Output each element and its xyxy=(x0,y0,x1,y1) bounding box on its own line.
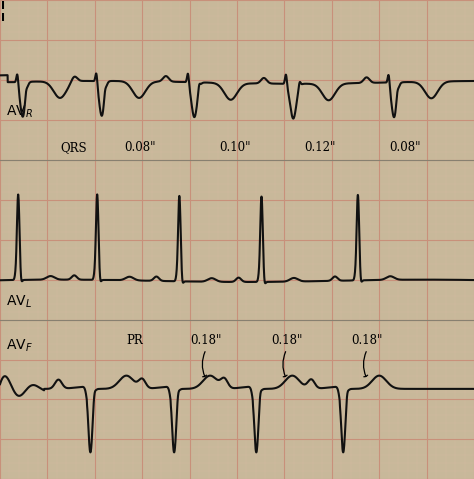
Text: 0.18": 0.18" xyxy=(352,334,383,347)
Text: 0.12": 0.12" xyxy=(304,141,336,154)
Text: QRS: QRS xyxy=(60,141,87,154)
Text: 0.18": 0.18" xyxy=(271,334,302,347)
Text: 0.10": 0.10" xyxy=(219,141,250,154)
Text: I: I xyxy=(1,1,5,11)
Text: 0.08": 0.08" xyxy=(390,141,421,154)
Text: AV$_R$: AV$_R$ xyxy=(6,104,33,120)
Text: AV$_F$: AV$_F$ xyxy=(6,337,33,354)
Text: 0.18": 0.18" xyxy=(191,334,222,347)
Text: I: I xyxy=(1,13,5,23)
Text: AV$_L$: AV$_L$ xyxy=(6,294,32,310)
Text: 0.08": 0.08" xyxy=(124,141,155,154)
Text: PR: PR xyxy=(127,334,144,347)
